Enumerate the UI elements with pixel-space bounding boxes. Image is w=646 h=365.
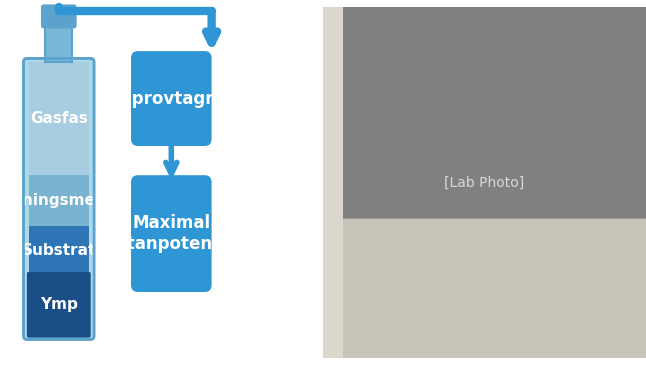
Text: Gasfas: Gasfas (30, 111, 88, 126)
FancyBboxPatch shape (131, 175, 212, 292)
Text: Substrat: Substrat (21, 242, 96, 258)
Text: Spädningsmedium: Spädningsmedium (0, 193, 138, 208)
Bar (28, 226, 89, 274)
Bar (28, 175, 89, 226)
FancyBboxPatch shape (131, 51, 212, 146)
FancyBboxPatch shape (42, 5, 76, 27)
Text: [Lab Photo]: [Lab Photo] (444, 176, 525, 189)
Text: Maximal
metanpotential: Maximal metanpotential (99, 214, 244, 253)
Bar (28, 62, 89, 175)
Text: Gasprovtagning: Gasprovtagning (97, 89, 246, 108)
FancyBboxPatch shape (27, 272, 90, 338)
Bar (45, 26, 72, 62)
Text: Ymp: Ymp (40, 297, 78, 312)
FancyBboxPatch shape (23, 58, 94, 339)
